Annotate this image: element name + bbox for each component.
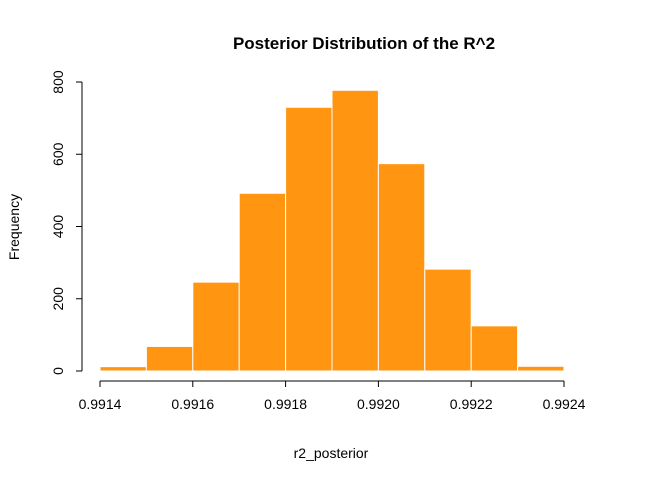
histogram-bar-3 [192, 281, 240, 372]
y-tick-label: 800 [50, 70, 66, 94]
histogram-bar-7 [377, 163, 426, 372]
histogram-bar-1 [99, 366, 147, 372]
chart-title: Posterior Distribution of the R^2 [233, 34, 495, 53]
histogram-bar-8 [424, 268, 472, 372]
y-tick-label: 0 [50, 367, 66, 375]
x-tick-label: 0.9920 [357, 396, 400, 412]
x-axis-label: r2_posterior [294, 445, 369, 461]
histogram-bar-4 [238, 192, 287, 372]
y-tick-label: 400 [50, 215, 66, 239]
histogram-bar-6 [331, 89, 379, 372]
x-tick-label: 0.9914 [79, 396, 122, 412]
histogram-bar-9 [470, 325, 519, 372]
histogram-bar-5 [285, 106, 333, 372]
y-tick-label: 200 [50, 287, 66, 311]
histogram-bar-10 [517, 365, 565, 372]
y-axis: 0 200 400 600 800 [50, 70, 83, 375]
y-tick-label: 600 [50, 142, 66, 166]
x-tick-label: 0.9924 [543, 396, 586, 412]
histogram-bar-2 [145, 345, 194, 372]
y-axis-label: Frequency [6, 194, 22, 260]
x-tick-label: 0.9922 [450, 396, 493, 412]
x-tick-label: 0.9918 [264, 396, 307, 412]
bars-group [99, 89, 565, 372]
x-axis: 0.9914 0.9916 0.9918 0.9920 0.9922 0.9924 [79, 380, 586, 412]
x-tick-label: 0.9916 [171, 396, 214, 412]
